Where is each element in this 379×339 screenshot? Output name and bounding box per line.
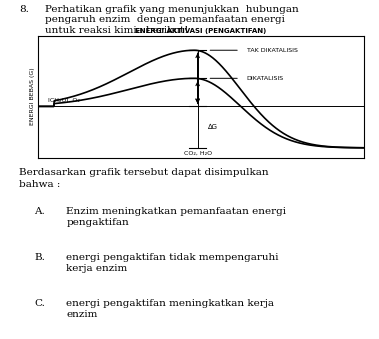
Text: C.: C. (34, 299, 45, 308)
Y-axis label: ENERGI BEBAS (G): ENERGI BEBAS (G) (30, 68, 35, 125)
Text: Enzim meningkatkan pemanfaatan energi
pengaktifan: Enzim meningkatkan pemanfaatan energi pe… (66, 207, 286, 227)
Text: Perhatikan grafik yang menunjukkan  hubungan
pengaruh enzim  dengan pemanfaatan : Perhatikan grafik yang menunjukkan hubun… (45, 5, 299, 35)
Text: DIKATALISIS: DIKATALISIS (246, 76, 283, 81)
Text: B.: B. (34, 253, 45, 262)
Text: ∆G: ∆G (207, 124, 218, 130)
Text: CO₂, H₂O: CO₂, H₂O (183, 150, 212, 155)
Text: energi pengaktifan tidak mempengaruhi
kerja enzim: energi pengaktifan tidak mempengaruhi ke… (66, 253, 279, 273)
Text: Berdasarkan grafik tersebut dapat disimpulkan
bahwa :: Berdasarkan grafik tersebut dapat disimp… (19, 168, 269, 188)
Text: TAK DIKATALISIS: TAK DIKATALISIS (246, 48, 298, 53)
Text: ICH₂OI, O₂: ICH₂OI, O₂ (48, 98, 80, 103)
Text: ENERGI AKTIVASI (PENGAKTIFAN): ENERGI AKTIVASI (PENGAKTIFAN) (135, 28, 266, 34)
Text: A.: A. (34, 207, 45, 216)
Text: energi pengaktifan meningkatkan kerja
enzim: energi pengaktifan meningkatkan kerja en… (66, 299, 274, 319)
Text: 8.: 8. (19, 5, 29, 14)
